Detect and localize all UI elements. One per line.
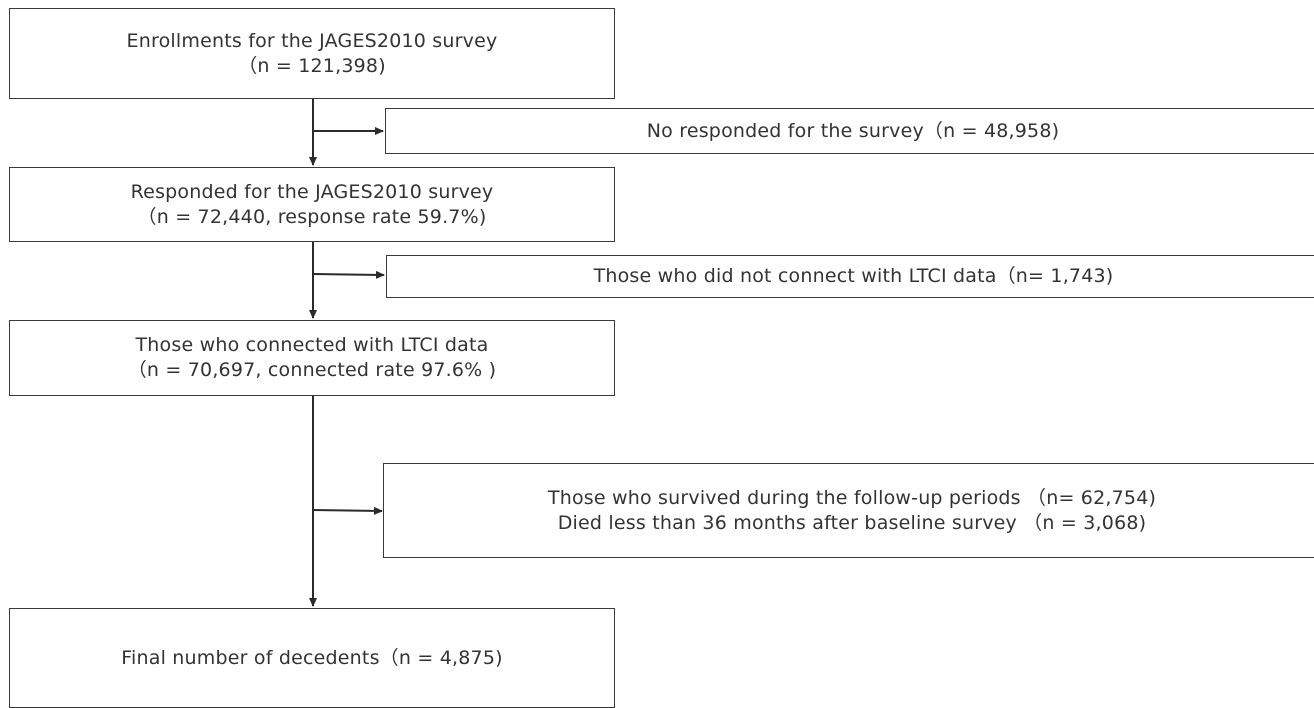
arrow-to-survived	[312, 506, 383, 515]
connected-box: Those who connected with LTCI data （n = …	[9, 320, 615, 396]
arrow-to-not-connected	[312, 270, 385, 279]
enrollment-box: Enrollments for the JAGES2010 survey （n …	[9, 8, 615, 99]
responded-box: Responded for the JAGES2010 survey （n = …	[9, 167, 615, 242]
responded-count: （n = 72,440, response rate 59.7%)	[137, 205, 487, 228]
enrollment-count: （n = 121,398)	[238, 54, 386, 77]
died-early-text: Died less than 36 months after baseline …	[557, 511, 1147, 534]
enrollment-title: Enrollments for the JAGES2010 survey	[126, 29, 498, 52]
connected-title: Those who connected with LTCI data	[135, 334, 489, 356]
final-box: Final number of decedents（n = 4,875)	[9, 608, 615, 708]
no-response-box: No responded for the survey（n = 48,958)	[385, 108, 1314, 154]
not-connected-text: Those who did not connect with LTCI data…	[593, 265, 1114, 287]
connected-count: （n = 70,697, connected rate 97.6% )	[127, 359, 497, 381]
survived-box: Those who survived during the follow-up …	[383, 463, 1314, 558]
final-text: Final number of decedents（n = 4,875)	[121, 646, 503, 669]
no-response-text: No responded for the survey（n = 48,958)	[646, 119, 1060, 142]
not-connected-box: Those who did not connect with LTCI data…	[386, 255, 1314, 298]
responded-title: Responded for the JAGES2010 survey	[130, 180, 494, 203]
survived-text: Those who survived during the follow-up …	[547, 486, 1157, 509]
